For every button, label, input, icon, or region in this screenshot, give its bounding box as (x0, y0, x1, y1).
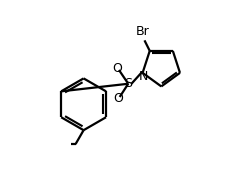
Text: O: O (113, 92, 123, 105)
Text: S: S (124, 77, 132, 90)
Text: O: O (112, 62, 122, 75)
Text: N: N (138, 69, 148, 83)
Text: Br: Br (136, 25, 150, 38)
